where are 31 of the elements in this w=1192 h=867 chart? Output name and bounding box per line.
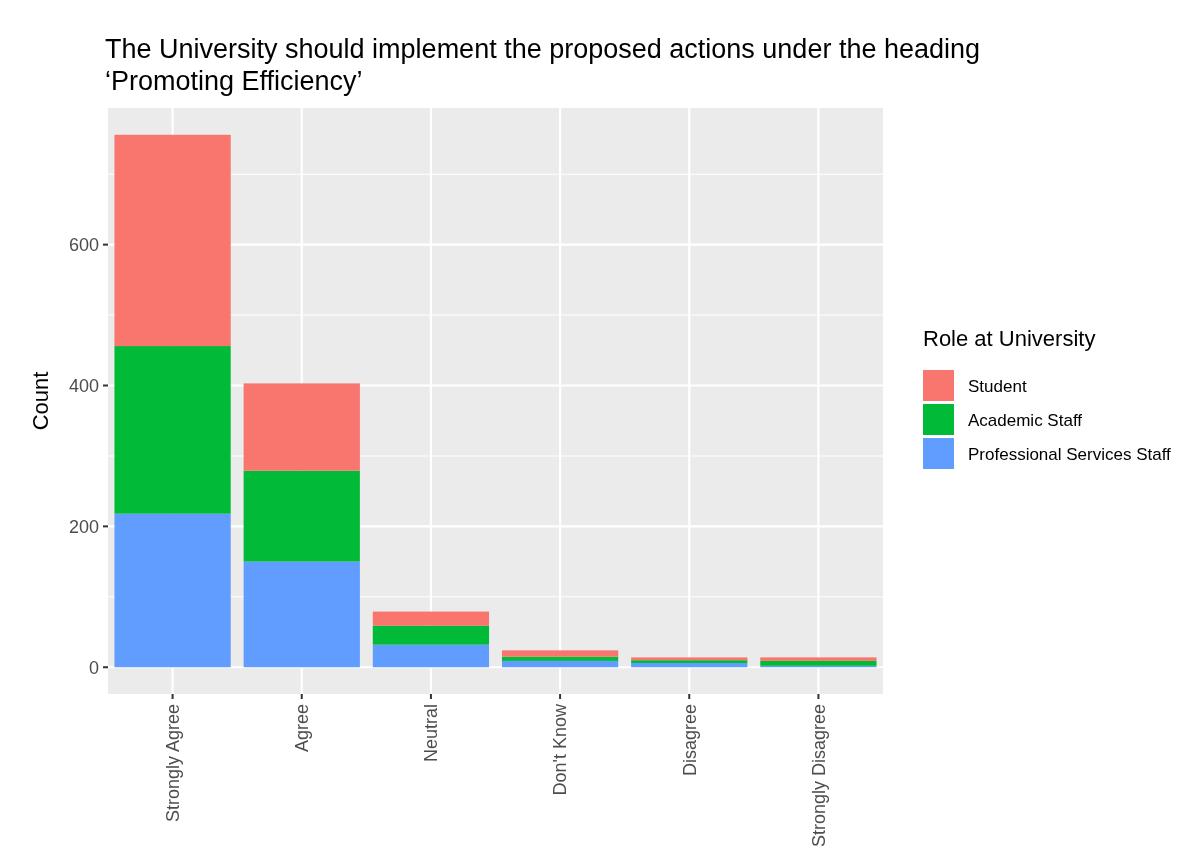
bar [372, 644, 490, 668]
bar [114, 513, 231, 668]
y-axis-title: Count [28, 371, 53, 431]
x-tick-label: Strongly Disagree [808, 704, 829, 848]
bar [501, 660, 619, 668]
y-tick-label: 0 [88, 657, 99, 678]
y-tick-label: 600 [68, 234, 99, 255]
legend-label: Student [968, 376, 1027, 396]
bar [631, 663, 748, 668]
x-tick-label: Neutral [421, 704, 442, 763]
y-tick-label: 200 [68, 516, 99, 537]
bar [372, 611, 490, 626]
bar [114, 346, 231, 514]
bar [760, 657, 877, 661]
bar [501, 650, 619, 657]
x-tick-label: Disagree [679, 704, 700, 777]
bar [760, 660, 877, 666]
y-tick-label: 400 [68, 375, 99, 396]
legend-label: Academic Staff [968, 410, 1083, 430]
bar [501, 656, 619, 661]
x-tick-label: Don't Know [550, 703, 571, 796]
legend-label: Professional Services Staff [968, 444, 1172, 464]
chart-title: The University should implement the proposed actions under the heading ‘Promoting Efficiency’ [105, 34, 981, 96]
legend-title: Role at University [923, 326, 1096, 351]
x-tick-label: Strongly Agree [162, 704, 183, 823]
bar [372, 625, 490, 645]
bar [243, 561, 360, 668]
x-tick-label: Agree [292, 704, 313, 753]
bar [114, 134, 231, 347]
bar [243, 383, 360, 471]
bar [243, 470, 360, 562]
